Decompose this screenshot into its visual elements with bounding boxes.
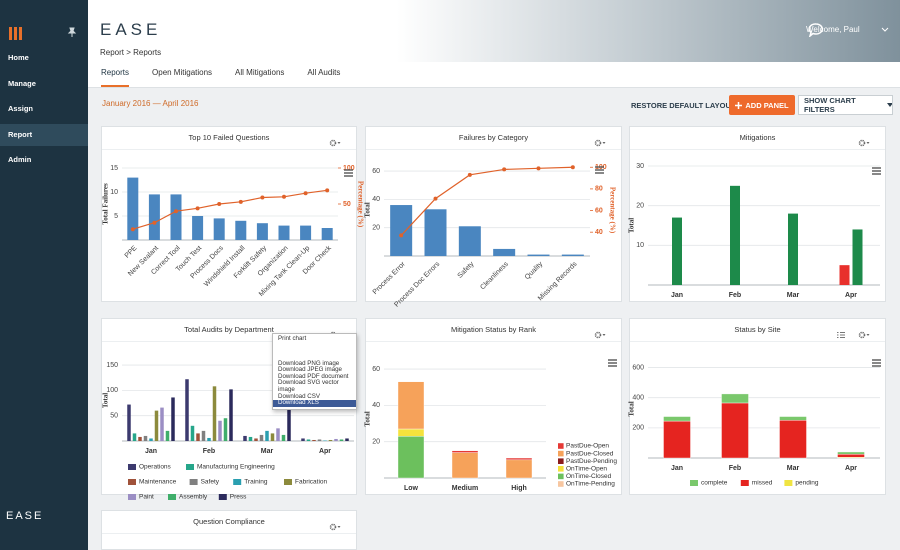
menu-item[interactable]: Home <box>8 53 29 62</box>
button-label: ADD PANEL <box>745 100 789 110</box>
tab[interactable]: Reports <box>101 62 130 87</box>
menu-item[interactable]: Assign <box>8 104 34 113</box>
menu-item[interactable]: Manage <box>8 78 36 88</box>
settings-icon[interactable] <box>329 518 342 531</box>
y2-axis-label: Percentage (%) <box>356 181 364 228</box>
restore-button[interactable]: RESTORE DEFAULT LAYOUT <box>631 95 735 115</box>
header: EASE Report > Reports Welcome, Paul <box>88 0 900 62</box>
panel-title: Status by Site <box>630 319 885 342</box>
welcome[interactable]: Welcome, Paul <box>806 25 860 34</box>
pin-icon[interactable] <box>67 27 77 37</box>
menu-option[interactable]: Download JPEG image <box>278 366 342 374</box>
tab[interactable]: All Mitigations <box>235 68 285 77</box>
welcome-caret[interactable] <box>881 27 889 33</box>
panel: Top 10 Failed Questions <box>101 126 357 302</box>
list-icon[interactable] <box>837 326 845 338</box>
panel: Mitigations <box>629 126 886 302</box>
breadcrumb[interactable]: Report > Reports <box>100 48 162 57</box>
menu-option[interactable]: Download SVG vector image <box>278 379 339 393</box>
panel: Status by Site <box>629 318 886 495</box>
menu-item[interactable]: Admin <box>8 155 32 164</box>
settings-icon[interactable] <box>594 326 607 339</box>
panel-title: Failures by Category <box>366 127 621 150</box>
settings-icon[interactable] <box>594 134 607 147</box>
menu-option[interactable]: Download CSV <box>278 392 320 400</box>
button-label: SHOW CHART FILTERS <box>804 96 856 114</box>
panel-title: Question Compliance <box>102 511 356 534</box>
date-range[interactable]: January 2016 — April 2016 <box>102 99 199 108</box>
menu-item[interactable]: Report <box>0 123 88 146</box>
tab-bar <box>88 62 900 88</box>
settings-icon[interactable] <box>858 134 871 147</box>
tabs: Reports Open Mitigations All Mitigations Al… <box>101 62 340 87</box>
footer-logo: EASE <box>6 510 44 522</box>
app-icon[interactable] <box>7 24 31 44</box>
sidebar: EASE Home Manage Assign Report Admin <box>0 0 88 550</box>
menu-option[interactable]: Print chart <box>278 335 307 342</box>
caret-icon <box>886 103 892 107</box>
help-icon[interactable] <box>808 23 824 37</box>
panel-title: Mitigation Status by Rank <box>366 319 621 342</box>
plus-icon <box>735 101 743 109</box>
button-label: RESTORE DEFAULT LAYOUT <box>631 100 736 110</box>
add-panel-button[interactable]: ADD PANEL <box>729 95 795 115</box>
settings-icon[interactable] <box>858 326 871 339</box>
panel: Question Compliance <box>101 510 357 550</box>
settings-icon[interactable] <box>329 134 342 147</box>
menu-option[interactable]: Download PDF document <box>278 372 349 380</box>
panel-title: Top 10 Failed Questions <box>102 127 356 150</box>
menu-option[interactable]: Download PNG image <box>278 359 340 367</box>
tab[interactable]: Open Mitigations <box>152 68 213 77</box>
panel-title: Total Audits by Department <box>102 319 356 342</box>
chart-export-menu: Print chart Download PNG image Download JP… <box>272 333 357 410</box>
tab[interactable]: All Audits <box>307 68 341 77</box>
panel-title: Mitigations <box>630 127 885 150</box>
panel: Mitigation Status by Rank <box>365 318 622 495</box>
panel: Failures by Category <box>365 126 622 302</box>
filters-button[interactable]: SHOW CHART FILTERS <box>798 95 893 115</box>
logo: EASE <box>100 20 162 39</box>
menu-option[interactable]: Download XLS <box>273 400 356 407</box>
